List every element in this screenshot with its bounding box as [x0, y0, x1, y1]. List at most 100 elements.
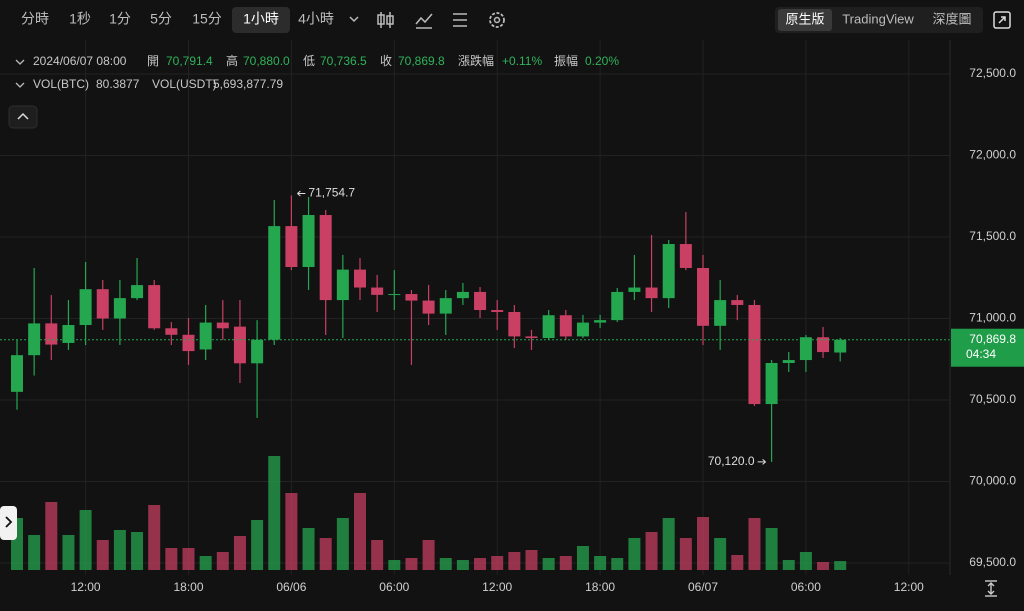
- candle-body: [422, 300, 435, 314]
- candle-body: [508, 311, 521, 337]
- candle-body: [474, 291, 487, 311]
- legend-value: 70,736.5: [320, 54, 367, 68]
- collapse-legend-button[interactable]: [8, 105, 38, 129]
- price-axis: [950, 40, 1024, 611]
- volume-bar: [96, 540, 109, 570]
- interval-tab[interactable]: 5分: [150, 11, 172, 27]
- legend-value: +0.11%: [502, 54, 542, 68]
- countdown-label: 04:34: [966, 347, 996, 361]
- volume-bar: [336, 518, 349, 570]
- candle-body: [834, 339, 847, 353]
- volume-bar: [182, 548, 195, 570]
- candle-body: [11, 355, 23, 392]
- annotation-label: 71,754.7: [308, 186, 355, 200]
- volume-bar: [559, 556, 572, 570]
- volume-bar: [662, 518, 675, 570]
- candle-body: [251, 339, 264, 364]
- volume-bar: [199, 556, 212, 570]
- candle-body: [662, 244, 675, 299]
- candle-body: [268, 226, 281, 340]
- settings-icon[interactable]: [489, 12, 505, 28]
- x-tick-label: 18:00: [585, 580, 615, 594]
- side-panel-toggle[interactable]: [0, 506, 17, 540]
- candle-body: [714, 300, 727, 326]
- interval-tab[interactable]: 1分: [109, 11, 131, 27]
- selected-view-bg: [778, 9, 832, 31]
- candle-body: [525, 336, 538, 339]
- x-tick-label: 06/06: [276, 580, 306, 594]
- volume-bar: [302, 528, 315, 570]
- legend-label: 低: [303, 54, 315, 68]
- volume-bar: [354, 493, 366, 570]
- axis-reset-icon[interactable]: [985, 580, 997, 597]
- volume-bar: [679, 538, 692, 570]
- x-tick-label: 12:00: [71, 580, 101, 594]
- view-tab[interactable]: 深度圖: [932, 11, 971, 26]
- annotation-arrow: [757, 459, 766, 465]
- volume-bar: [799, 552, 812, 570]
- volume-bar: [714, 538, 727, 570]
- view-tab[interactable]: 原生版: [785, 11, 824, 26]
- legend-value: 5,693,877.79: [213, 77, 283, 91]
- selected-interval-bg: [232, 7, 290, 33]
- candle-body: [782, 360, 795, 363]
- fullscreen-icon[interactable]: [993, 11, 1011, 29]
- axis-labels: 69,500.0 70,000.0 70,500.0 71,000.0 71,500.0…: [71, 66, 1024, 594]
- volume-bar: [525, 550, 538, 570]
- collapse-icon[interactable]: [15, 82, 25, 88]
- annotation-arrow: [297, 190, 306, 197]
- chart-type-icon[interactable]: [377, 12, 394, 28]
- volume-bar: [319, 538, 332, 570]
- indicator-icon[interactable]: [415, 13, 433, 29]
- x-tick-label: 06:00: [379, 580, 409, 594]
- interval-tab[interactable]: 4小時: [298, 11, 334, 27]
- volume-bar: [817, 562, 830, 570]
- candle-body: [79, 289, 92, 326]
- candle-body: [216, 322, 229, 329]
- candle-body: [28, 323, 41, 356]
- dropdown-icon[interactable]: [349, 16, 359, 23]
- candle-body: [817, 337, 830, 353]
- last-price-tag: [951, 328, 1024, 367]
- legend-value: 0.20%: [585, 54, 619, 68]
- volume-bar: [388, 560, 401, 570]
- candle-body: [165, 328, 178, 335]
- y-tick-label: 72,500.0: [969, 66, 1016, 80]
- volume-bar: [422, 540, 435, 570]
- y-tick-label: 69,500.0: [969, 555, 1016, 569]
- x-tick-label: 12:00: [894, 580, 924, 594]
- candle-body: [491, 310, 504, 312]
- volume-bar: [165, 548, 178, 570]
- legend-time: 2024/06/07 08:00: [33, 54, 127, 68]
- candle-body: [113, 298, 126, 319]
- volume-bar: [628, 538, 641, 570]
- volume-bar: [594, 556, 607, 570]
- collapse-icon[interactable]: [15, 59, 25, 65]
- volume-bar: [45, 502, 58, 570]
- candle-body: [765, 362, 778, 405]
- interval-tab[interactable]: 1小時: [243, 11, 279, 27]
- volume-bar: [439, 558, 452, 570]
- volume-bar: [731, 555, 744, 570]
- candle-body: [336, 269, 349, 301]
- candle-body: [799, 337, 812, 361]
- candle-body: [148, 285, 161, 329]
- legend-value: 80.3877: [96, 77, 140, 91]
- volume-bar: [576, 546, 589, 570]
- view-tab[interactable]: TradingView: [842, 11, 914, 26]
- candle-body: [285, 226, 298, 268]
- chevron-right: [5, 516, 13, 528]
- candle-body: [354, 269, 366, 288]
- interval-tab[interactable]: 分時: [21, 11, 49, 27]
- settings-list-icon[interactable]: [453, 13, 467, 27]
- legend-label: 高: [226, 53, 238, 68]
- interval-tab[interactable]: 15分: [192, 11, 222, 27]
- candle-body: [559, 315, 572, 337]
- legend-value: 70,880.0: [243, 54, 290, 68]
- volume-bar: [765, 528, 778, 570]
- volume-bar: [748, 518, 761, 570]
- interval-tab[interactable]: 1秒: [69, 11, 91, 27]
- candle-body: [371, 287, 384, 295]
- x-tick-label: 12:00: [482, 580, 512, 594]
- volume-bar: [148, 505, 161, 570]
